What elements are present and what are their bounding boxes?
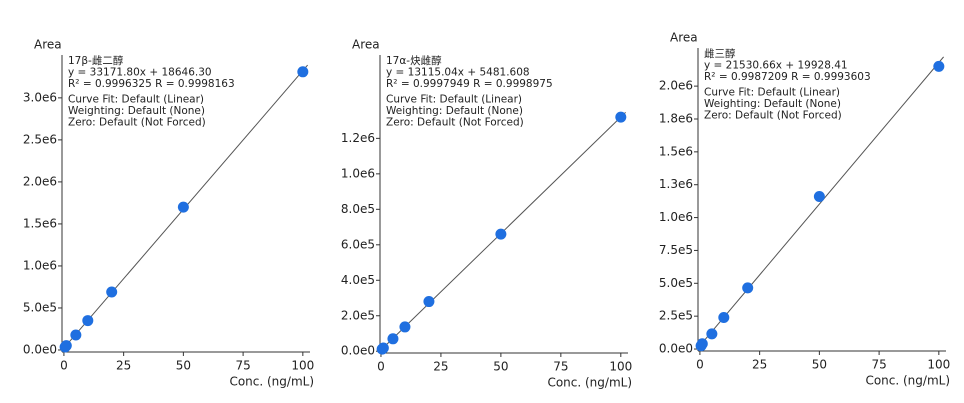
y-tick-label: 2.5e5 [659,309,693,323]
annotation: 雌三醇 [704,47,736,60]
annotation: Curve Fit: Default (Linear) [386,94,522,106]
annotation: R² = 0.9996325 R = 0.9998163 [68,78,235,90]
y-axis-label: Area [670,31,698,45]
y-tick-label: 1.2e6 [341,131,375,145]
data-point [933,60,945,72]
y-tick-label: 1.5e6 [23,216,57,230]
y-tick-label: 2.0e6 [659,79,693,93]
annotation: y = 13115.04x + 5481.608 [386,67,530,79]
y-tick-label: 5.0e5 [659,276,693,290]
data-point [70,329,82,341]
x-tick-label: 0 [377,360,385,374]
y-tick-label: 4.0e5 [341,273,375,287]
y-tick-label: 8.0e5 [341,202,375,216]
y-tick-label: 2.5e6 [23,132,57,146]
y-tick-label: 1.5e6 [659,144,693,158]
data-point [742,282,754,294]
y-axis-label: Area [352,38,380,52]
data-point [377,342,389,354]
x-axis-label: Conc. (ng/mL) [547,376,632,390]
x-tick-label: 50 [812,358,827,372]
data-point [387,333,399,345]
data-point [696,338,708,350]
y-axis-label: Area [34,38,62,52]
annotation: R² = 0.9997949 R = 0.9998975 [386,78,553,90]
x-tick-label: 0 [696,358,704,372]
y-tick-label: 3.0e6 [23,90,57,104]
data-point [106,286,118,298]
annotation: 17α-炔雌醇 [386,54,442,67]
y-tick-label: 1.3e6 [659,177,693,191]
y-tick-label: 1.8e6 [659,111,693,125]
x-tick-label: 100 [291,359,314,373]
data-point [297,66,309,78]
data-point [82,315,94,327]
data-point [399,321,411,333]
y-tick-label: 0.0e0 [659,342,693,356]
data-point [177,201,189,213]
annotation: Zero: Default (Not Forced) [386,117,524,129]
annotation: Weighting: Default (None) [386,105,523,117]
x-tick-label: 0 [60,359,68,373]
data-point [495,228,507,240]
data-point [615,111,627,123]
x-tick-label: 100 [927,358,950,372]
y-tick-label: 7.5e5 [659,243,693,257]
y-tick-label: 1.0e6 [341,166,375,180]
x-tick-label: 25 [116,359,131,373]
annotation: Zero: Default (Not Forced) [704,110,842,122]
y-tick-label: 2.0e6 [23,174,57,188]
x-tick-label: 25 [433,360,448,374]
data-point [813,191,825,203]
y-tick-label: 1.0e6 [23,258,57,272]
x-tick-label: 50 [176,359,191,373]
data-point [60,340,72,352]
annotation: Weighting: Default (None) [704,98,841,110]
x-tick-label: 75 [235,359,250,373]
annotation: y = 21530.66x + 19928.41 [704,60,848,72]
annotation: y = 33171.80x + 18646.30 [68,67,212,79]
annotation: Weighting: Default (None) [68,105,205,117]
x-axis-label: Conc. (ng/mL) [865,374,950,388]
data-point [706,328,718,340]
data-point [718,311,730,323]
annotation: R² = 0.9987209 R = 0.9993603 [704,71,871,83]
x-tick-label: 75 [553,360,568,374]
y-tick-label: 6.0e5 [341,237,375,251]
y-tick-label: 0.0e0 [341,344,375,358]
y-tick-label: 1.0e6 [659,210,693,224]
data-point [423,296,435,308]
x-axis-label: Conc. (ng/mL) [229,375,314,389]
annotation: 17β-雌二醇 [68,54,124,67]
annotation: Zero: Default (Not Forced) [68,117,206,129]
y-tick-label: 2.0e5 [341,308,375,322]
x-tick-label: 25 [752,358,767,372]
annotation: Curve Fit: Default (Linear) [68,94,204,106]
y-tick-label: 5.0e5 [23,300,57,314]
x-tick-label: 100 [609,360,632,374]
annotation: Curve Fit: Default (Linear) [704,87,840,99]
y-tick-label: 0.0e0 [23,342,57,356]
x-tick-label: 50 [493,360,508,374]
x-tick-label: 75 [871,358,886,372]
